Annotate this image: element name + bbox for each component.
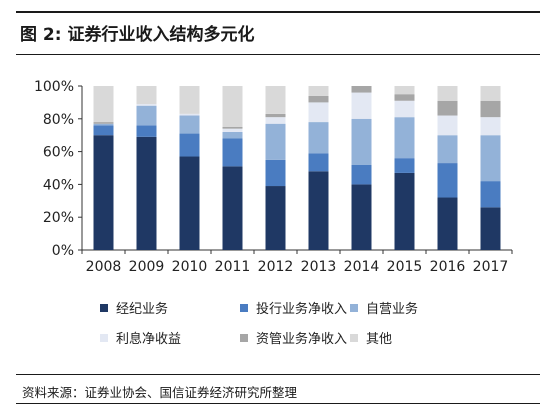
y-tick-label: 100% <box>34 79 74 95</box>
y-tick-label: 40% <box>43 177 74 193</box>
figure-title: 图 2: 证券行业收入结构多元化 <box>20 25 255 45</box>
bar-segment <box>222 128 243 132</box>
bar-segment <box>265 186 286 250</box>
y-tick-label: 80% <box>43 112 74 128</box>
legend-item: 利息净收益 <box>100 328 181 347</box>
bar-segment <box>437 115 458 136</box>
bar-segment <box>222 138 243 167</box>
bar-segment <box>394 117 415 159</box>
bar-segment <box>93 135 114 250</box>
stacked-bar-chart: 0% 20% 40% 60% 80% 100% 2008 2009 2010 2011 2012 20… <box>34 79 513 275</box>
legend-swatch <box>350 303 358 312</box>
bar-segment <box>179 156 200 250</box>
x-tick-label: 2012 <box>258 259 294 275</box>
bar-segment <box>308 171 329 250</box>
bar-segment <box>179 86 200 114</box>
bar-segment <box>308 153 329 172</box>
bar-segment <box>308 86 329 96</box>
chart-legend: 经纪业务 投行业务净收入 自营业务利息净收益 资管业务净收入 其他 <box>100 290 520 350</box>
bar-segment <box>136 104 157 106</box>
bar-segment <box>179 115 200 134</box>
legend-swatch <box>240 303 248 312</box>
bar-segment <box>480 181 501 208</box>
legend-label: 其他 <box>366 332 393 347</box>
source-note: 资料来源：证券业协会、国信证券经济研究所整理 <box>22 385 298 400</box>
legend-item: 投行业务净收入 <box>240 298 347 317</box>
bar-segment <box>394 86 415 95</box>
x-tick-label: 2016 <box>430 259 466 275</box>
x-tick-label: 2013 <box>301 259 337 275</box>
legend-item: 自营业务 <box>350 298 418 317</box>
bar-segment <box>136 86 157 105</box>
bar-segment <box>136 136 157 250</box>
x-tick-label: 2017 <box>473 259 509 275</box>
bar-segment <box>437 197 458 250</box>
y-tick-label: 0% <box>52 243 74 259</box>
bar-segment <box>265 117 286 124</box>
bar-segment <box>179 133 200 157</box>
bar-segment <box>265 86 286 114</box>
bar-segment <box>351 184 372 250</box>
bar-segment <box>480 117 501 136</box>
source-rule <box>16 374 540 375</box>
bar-segment <box>93 123 114 126</box>
bar-segment <box>136 125 157 137</box>
bar-segment <box>394 100 415 118</box>
legend-swatch <box>240 333 248 342</box>
title-rule <box>16 54 540 55</box>
x-tick-label: 2014 <box>344 259 380 275</box>
bar-segment <box>93 86 114 123</box>
bar-segment <box>222 127 243 129</box>
bar-segment <box>265 123 286 160</box>
bar-segment <box>308 102 329 123</box>
bar-segment <box>480 135 501 182</box>
y-tick-label: 20% <box>43 210 74 226</box>
bar-segment <box>480 86 501 101</box>
bar-segment <box>394 172 415 250</box>
bar-segment <box>480 207 501 250</box>
x-tick-label: 2015 <box>387 259 423 275</box>
bar-segment <box>437 163 458 198</box>
legend-label: 资管业务净收入 <box>256 332 348 347</box>
legend-label: 经纪业务 <box>116 302 169 317</box>
bar-segment <box>351 86 372 93</box>
bar-segment <box>351 92 372 119</box>
bar-segment <box>351 118 372 165</box>
legend-item: 其他 <box>350 328 392 347</box>
bar-segment <box>93 125 114 136</box>
legend-item: 资管业务净收入 <box>240 328 347 347</box>
legend-swatch <box>350 333 358 342</box>
x-tick-label: 2011 <box>215 259 251 275</box>
bar-segment <box>394 94 415 101</box>
bar-segment <box>480 100 501 118</box>
legend-label: 自营业务 <box>366 302 419 317</box>
bar-segment <box>308 122 329 154</box>
y-tick-label: 60% <box>43 145 74 161</box>
bar-segment <box>351 164 372 185</box>
bar-segment <box>222 166 243 250</box>
bar-segment <box>394 158 415 173</box>
bar-segment <box>222 131 243 139</box>
bar-segment <box>308 95 329 103</box>
x-tick-label: 2008 <box>86 259 122 275</box>
legend-swatch <box>100 303 108 312</box>
bar-segment <box>265 159 286 187</box>
bar-segment <box>93 122 114 124</box>
legend-swatch <box>100 333 108 342</box>
legend-label: 投行业务净收入 <box>256 302 348 317</box>
legend-item: 经纪业务 <box>100 298 168 317</box>
bar-segment <box>179 113 200 116</box>
x-tick-label: 2009 <box>129 259 165 275</box>
x-tick-label: 2010 <box>172 259 208 275</box>
bar-segment <box>265 113 286 118</box>
bar-segment <box>437 135 458 164</box>
bar-segment <box>437 86 458 101</box>
bar-segment <box>222 86 243 127</box>
bottom-rule <box>16 403 540 404</box>
legend-label: 利息净收益 <box>116 332 182 347</box>
bar-segment <box>437 100 458 116</box>
top-rule <box>16 11 540 13</box>
bar-segment <box>136 105 157 126</box>
